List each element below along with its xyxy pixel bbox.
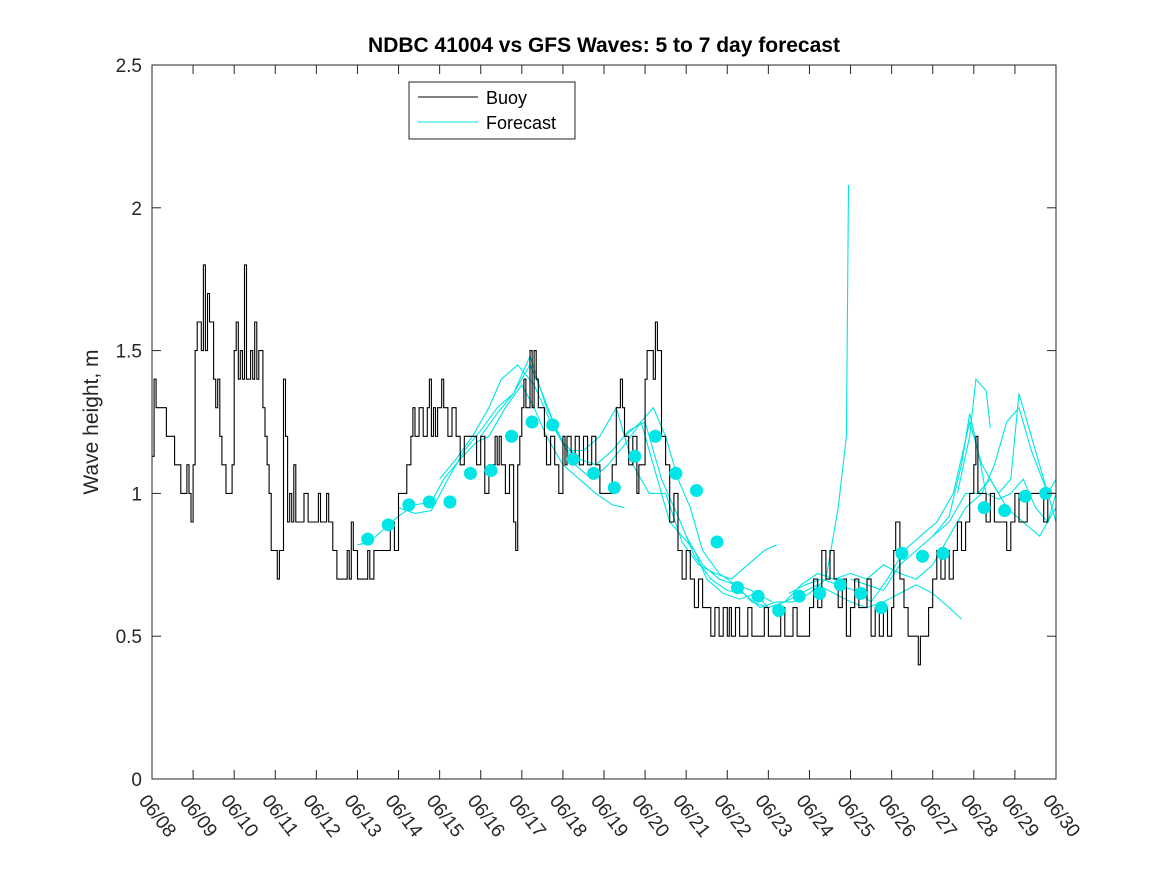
forecast-marker <box>443 495 457 509</box>
forecast-marker <box>689 484 703 498</box>
forecast-marker <box>915 549 929 563</box>
series-layer <box>152 184 1057 666</box>
forecast-marker <box>587 466 601 480</box>
forecast-marker <box>381 518 395 532</box>
forecast-marker <box>402 498 416 512</box>
forecast-marker <box>998 504 1012 518</box>
forecast-marker <box>751 589 765 603</box>
forecast-line <box>850 478 1057 592</box>
forecast-marker <box>607 481 621 495</box>
forecast-marker <box>977 501 991 515</box>
axes-background <box>152 65 1056 779</box>
y-tick-label: 2 <box>131 199 142 220</box>
forecast-marker <box>628 449 642 463</box>
forecast-marker <box>731 581 745 595</box>
forecast-marker <box>772 603 786 617</box>
forecast-marker <box>669 466 683 480</box>
forecast-marker <box>463 466 477 480</box>
legend-label-buoy: Buoy <box>486 88 527 108</box>
forecast-marker <box>874 601 888 615</box>
y-tick-label: 0.5 <box>116 627 142 648</box>
forecast-marker <box>895 546 909 560</box>
forecast-line <box>932 413 1057 537</box>
forecast-marker <box>833 578 847 592</box>
forecast-marker <box>1018 489 1032 503</box>
forecast-marker <box>648 429 662 443</box>
forecast-marker <box>422 495 436 509</box>
forecast-marker <box>546 418 560 432</box>
y-axis-label: Wave height, m <box>80 349 103 494</box>
forecast-marker <box>792 589 806 603</box>
y-tick-label: 1 <box>131 484 142 505</box>
forecast-marker <box>525 415 539 429</box>
forecast-marker <box>710 535 724 549</box>
legend: Buoy Forecast <box>408 81 576 140</box>
plot-area <box>151 64 1057 780</box>
legend-box <box>408 81 576 140</box>
forecast-line <box>956 377 991 494</box>
forecast-marker <box>936 546 950 560</box>
legend-label-forecast: Forecast <box>486 113 556 133</box>
forecast-marker <box>854 586 868 600</box>
y-tick-label: 0 <box>131 770 142 791</box>
forecast-marker <box>484 464 498 478</box>
forecast-marker <box>566 452 580 466</box>
forecast-line <box>685 406 1057 609</box>
forecast-marker <box>505 429 519 443</box>
y-tick-label: 2.5 <box>116 56 142 77</box>
chart-title: NDBC 41004 vs GFS Waves: 5 to 7 day fore… <box>368 34 840 57</box>
forecast-marker <box>813 586 827 600</box>
y-tick-label: 1.5 <box>116 342 142 363</box>
forecast-marker <box>361 532 375 546</box>
buoy-line <box>152 264 1056 666</box>
forecast-marker <box>1039 486 1053 500</box>
